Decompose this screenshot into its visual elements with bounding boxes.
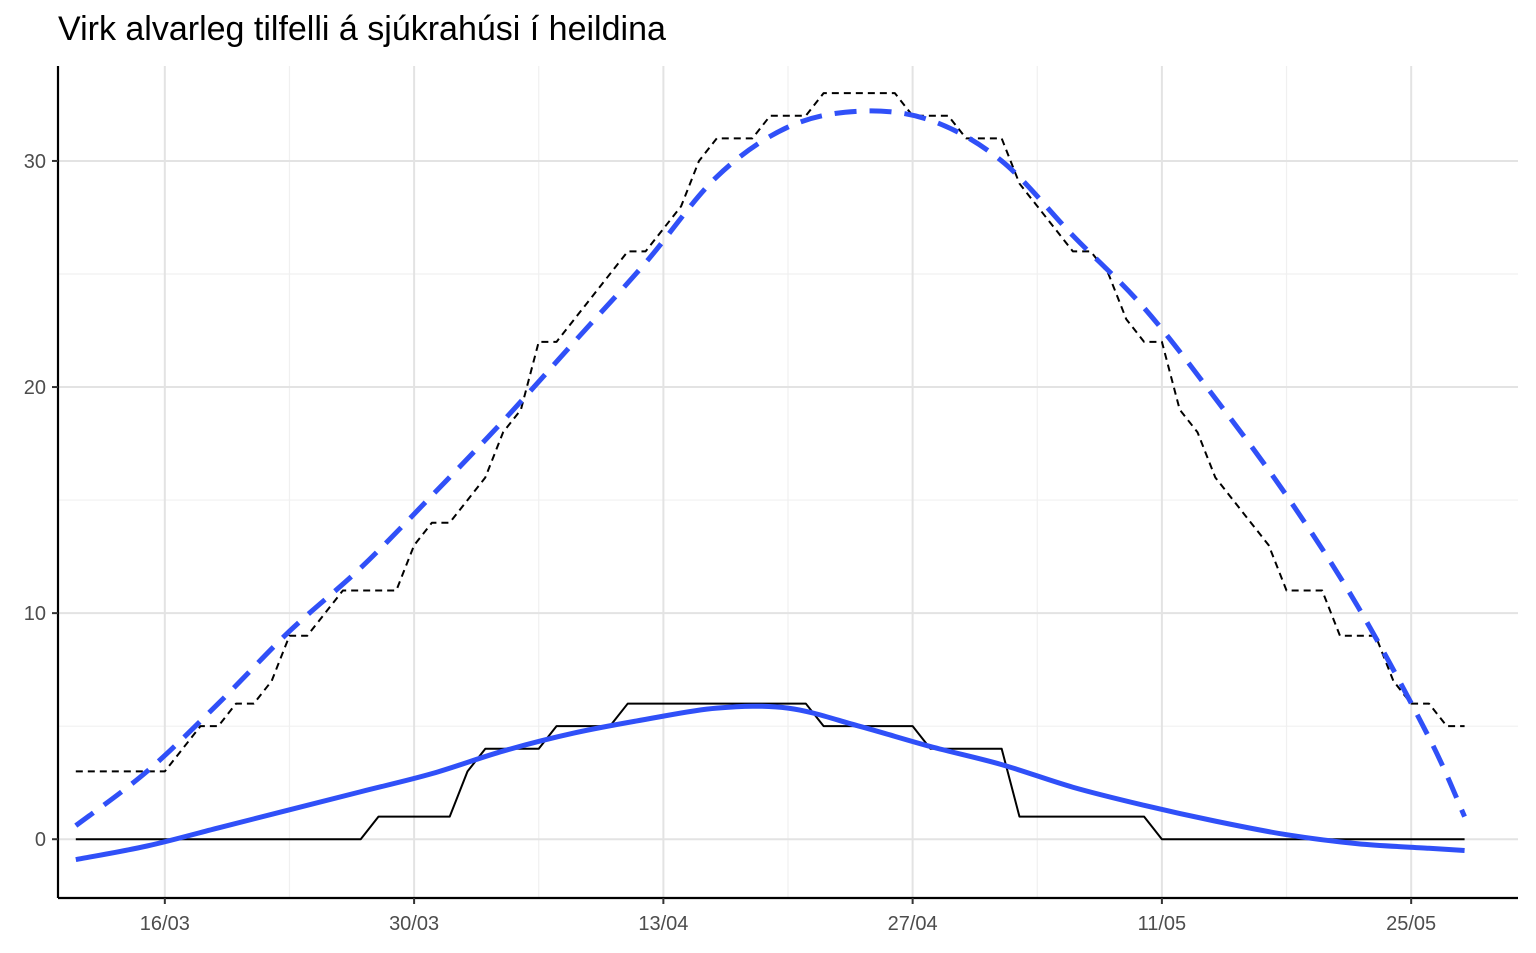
x-tick-label: 27/04 (888, 913, 938, 935)
x-tick-label: 13/04 (638, 913, 688, 935)
y-tick-label: 20 (24, 377, 46, 399)
y-tick-label: 30 (24, 151, 46, 173)
x-tick-label: 30/03 (389, 913, 439, 935)
series-line-solid-blue (75, 703, 1465, 863)
y-tick-label: 10 (24, 603, 46, 625)
x-tick-label: 16/03 (140, 913, 190, 935)
series-line-dashed-black (75, 92, 1465, 773)
x-tick-label: 11/05 (1138, 913, 1187, 935)
y-tick-label: 0 (35, 829, 46, 851)
chart-title: Virk alvarleg tilfelli á sjúkrahúsi í he… (58, 10, 666, 48)
series-line-solid-black (75, 702, 1465, 841)
series-line-dashed-blue (74, 108, 1467, 828)
x-tick-label: 25/05 (1386, 913, 1436, 935)
